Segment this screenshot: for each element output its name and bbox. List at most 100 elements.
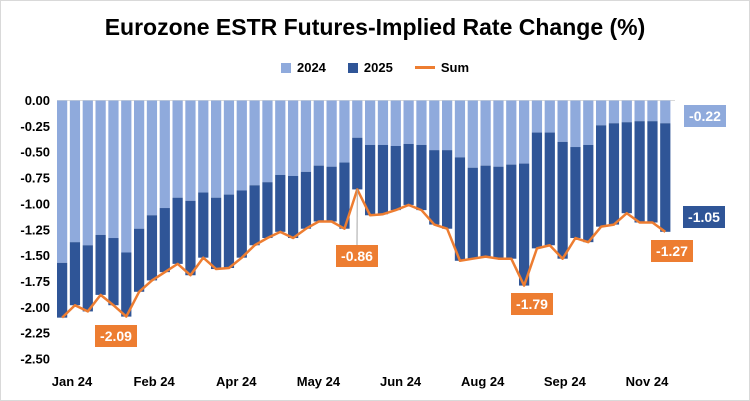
bar-2024 <box>429 100 440 151</box>
bar-2024 <box>249 100 260 186</box>
bar-2025 <box>146 215 158 281</box>
bar-2025 <box>236 190 247 258</box>
y-tick-label: -1.25 <box>20 222 50 237</box>
bar-2024 <box>134 100 145 229</box>
bar-2025 <box>121 252 132 317</box>
bar-2025 <box>352 137 363 190</box>
y-tick-label: -2.25 <box>20 326 50 341</box>
legend-label-2024: 2024 <box>296 60 326 75</box>
x-tick-label: May 24 <box>297 374 341 389</box>
annotation-label: -0.86 <box>341 248 373 264</box>
bar-2025 <box>544 132 555 246</box>
bar-2025 <box>57 262 68 318</box>
bar-2025 <box>134 228 145 292</box>
annotation-box <box>684 105 726 127</box>
bar-2025 <box>262 182 273 239</box>
bar-2025 <box>403 143 414 205</box>
bar-2024 <box>621 100 632 123</box>
bar-2024 <box>198 100 209 193</box>
x-tick-label: Feb 24 <box>134 374 176 389</box>
bar-2025 <box>185 200 196 276</box>
bar-2024 <box>454 100 466 158</box>
bar-2025 <box>647 121 658 223</box>
bar-2025 <box>339 162 350 229</box>
bar-2024 <box>352 100 363 138</box>
x-tick-label: Jun 24 <box>380 374 422 389</box>
bar-2025 <box>249 185 260 246</box>
bar-2024 <box>634 100 645 122</box>
bar-2024 <box>300 100 312 172</box>
bar-2025 <box>377 144 389 215</box>
legend-item-sum: Sum <box>414 60 469 75</box>
annotation-label: -2.09 <box>100 328 132 344</box>
bar-2024 <box>570 100 581 148</box>
bar-2024 <box>647 100 658 122</box>
bar-2025 <box>467 167 478 259</box>
bar-2024 <box>326 100 337 167</box>
annotation-label: -0.22 <box>689 108 721 124</box>
legend-label-sum: Sum <box>440 60 469 75</box>
y-tick-label: -1.75 <box>20 274 50 289</box>
bar-2025 <box>634 121 645 223</box>
bar-2024 <box>365 100 376 145</box>
bar-2024 <box>223 100 235 195</box>
bar-2024 <box>288 100 299 176</box>
x-tick-label: Nov 24 <box>626 374 669 389</box>
y-tick-label: -2.00 <box>20 300 50 315</box>
bar-2024 <box>442 100 453 151</box>
bar-2024 <box>583 100 594 145</box>
bar-2024 <box>95 100 106 235</box>
bar-2025 <box>454 157 466 261</box>
bar-2025 <box>313 165 324 222</box>
annotation-box <box>651 240 693 262</box>
bar-2024 <box>159 100 170 209</box>
bar-2025 <box>82 245 93 312</box>
bar-2024 <box>519 100 530 164</box>
legend-item-2025: 2025 <box>347 60 393 75</box>
legend-label-2025: 2025 <box>363 60 393 75</box>
annotation-label: -1.05 <box>688 209 720 225</box>
x-tick-label: Sep 24 <box>544 374 587 389</box>
y-tick-label: -1.50 <box>20 248 50 263</box>
bar-2024 <box>544 100 555 133</box>
bar-2025 <box>69 242 81 306</box>
bar-2025 <box>506 164 517 259</box>
bar-2024 <box>262 100 273 183</box>
annotation-label: -1.27 <box>656 243 688 259</box>
bar-2025 <box>621 122 632 214</box>
legend: 2024 2025 Sum <box>0 60 750 75</box>
bar-2024 <box>608 100 620 124</box>
sum-line <box>61 188 667 319</box>
bar-2024 <box>57 100 68 263</box>
bar-2024 <box>480 100 491 166</box>
bar-2025 <box>390 145 401 211</box>
bar-2025 <box>531 132 543 249</box>
bar-2024 <box>185 100 196 201</box>
bar-2024 <box>403 100 414 144</box>
bar-2025 <box>300 171 312 229</box>
bar-2025 <box>442 150 453 229</box>
annotation-label: -1.79 <box>516 296 548 312</box>
bar-2025 <box>596 125 607 227</box>
x-tick-label: Apr 24 <box>216 374 257 389</box>
bar-2024 <box>390 100 401 146</box>
x-tick-label: Jan 24 <box>52 374 93 389</box>
y-tick-label: -2.50 <box>20 352 50 367</box>
bar-2024 <box>146 100 158 216</box>
bar-2025 <box>365 144 376 216</box>
legend-swatch-2024 <box>280 62 291 73</box>
bar-2024 <box>275 100 286 175</box>
bar-2025 <box>480 165 491 257</box>
bar-2024 <box>506 100 517 165</box>
x-tick-label: Aug 24 <box>461 374 505 389</box>
y-tick-label: -0.75 <box>20 171 50 186</box>
bar-2024 <box>660 100 671 124</box>
bar-2025 <box>108 238 119 306</box>
bar-2024 <box>211 100 222 198</box>
annotation-box <box>511 293 553 315</box>
bar-2024 <box>313 100 324 166</box>
bar-2024 <box>172 100 183 198</box>
bar-2024 <box>416 100 427 145</box>
bar-2025 <box>493 166 504 259</box>
